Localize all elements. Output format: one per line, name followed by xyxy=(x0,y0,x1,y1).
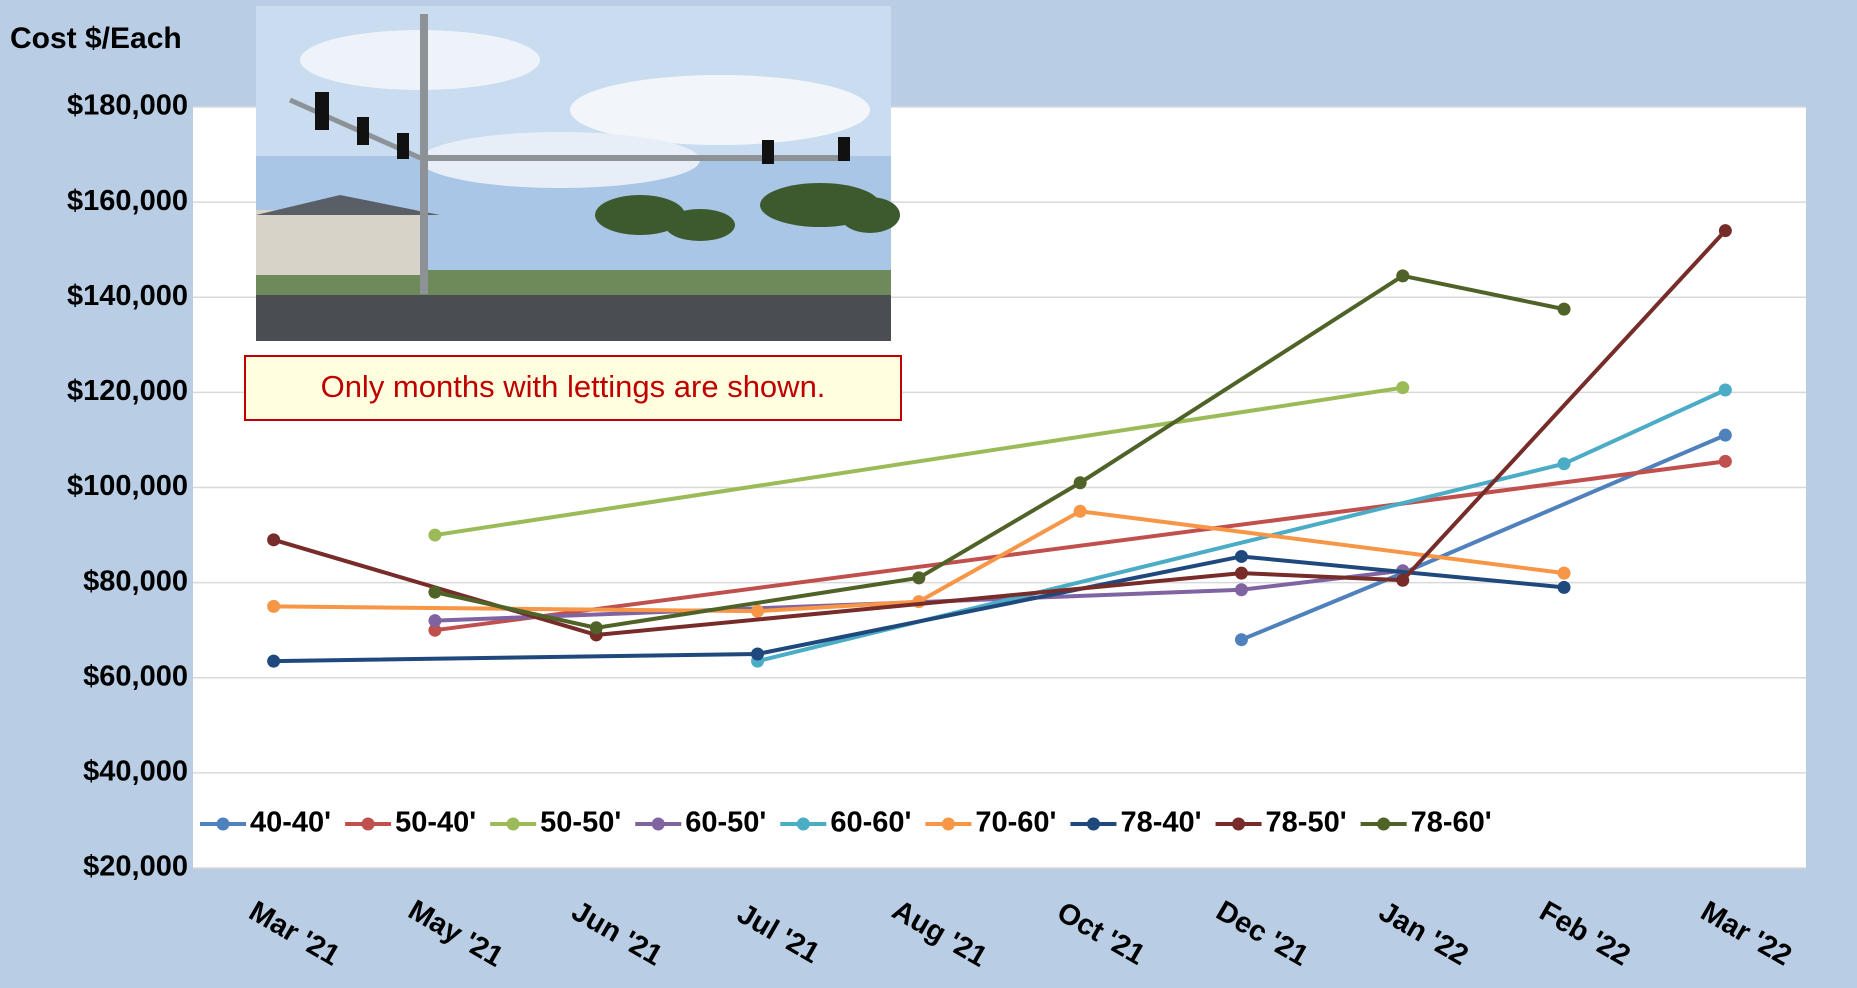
annotation: Only months with lettings are shown. xyxy=(321,369,826,404)
series-line xyxy=(434,459,1726,633)
data-point xyxy=(589,621,603,635)
series-line xyxy=(434,273,1565,630)
series-lines xyxy=(267,224,1732,668)
legend-marker xyxy=(651,817,665,831)
data-point xyxy=(1718,224,1732,238)
data-point xyxy=(1557,457,1571,471)
data-point xyxy=(1234,633,1248,647)
legend-label: 78-60' xyxy=(1411,807,1492,839)
data-point xyxy=(1557,580,1571,594)
legend-marker xyxy=(216,817,230,831)
data-point xyxy=(428,528,442,542)
legend-marker xyxy=(796,817,810,831)
y-tick-label: $100,000 xyxy=(67,470,188,502)
legend-marker xyxy=(1232,817,1246,831)
legend-label: 70-60' xyxy=(975,807,1056,839)
data-point xyxy=(428,614,442,628)
data-point xyxy=(1234,549,1248,563)
legend-marker xyxy=(361,817,375,831)
data-point xyxy=(267,654,281,668)
data-point xyxy=(1234,566,1248,580)
y-tick-label: $40,000 xyxy=(83,756,188,788)
data-point xyxy=(912,571,926,585)
data-point xyxy=(428,623,442,637)
y-tick-label: $160,000 xyxy=(67,185,188,217)
legend-label: 60-60' xyxy=(830,807,911,839)
data-point xyxy=(1073,504,1087,518)
data-point xyxy=(267,533,281,547)
legend-marker xyxy=(1377,817,1391,831)
data-point xyxy=(1718,428,1732,442)
legend-label: 50-40' xyxy=(395,807,476,839)
legend-marker xyxy=(506,817,520,831)
data-point xyxy=(1396,573,1410,587)
y-tick-label: $20,000 xyxy=(83,851,188,883)
photo xyxy=(256,6,900,341)
y-tick-label: $120,000 xyxy=(67,375,188,407)
data-point xyxy=(428,585,442,599)
legend-marker xyxy=(941,817,955,831)
legend-label: 40-40' xyxy=(250,807,331,839)
data-point xyxy=(1234,583,1248,597)
data-point xyxy=(1557,302,1571,316)
annotation-box xyxy=(244,355,902,421)
legend: 40-40' 50-40' 50-50' 60-50' 60-60' 70-60' 78-4… xyxy=(200,807,1492,839)
data-point xyxy=(751,604,765,618)
data-point xyxy=(1557,566,1571,580)
series-line xyxy=(434,385,1404,538)
legend-label: 78-50' xyxy=(1266,807,1347,839)
data-point xyxy=(1396,381,1410,395)
legend-label: 60-50' xyxy=(685,807,766,839)
data-point xyxy=(1396,269,1410,283)
y-axis-label: Cost $/Each xyxy=(10,22,182,55)
data-point xyxy=(1718,454,1732,468)
data-point xyxy=(1718,383,1732,397)
data-point xyxy=(751,647,765,661)
y-tick-label: $180,000 xyxy=(67,90,188,122)
data-point xyxy=(267,599,281,613)
legend-marker xyxy=(1086,817,1100,831)
y-tick-label: $140,000 xyxy=(67,280,188,312)
legend-label: 78-40' xyxy=(1120,807,1201,839)
data-point xyxy=(1073,476,1087,490)
series-line xyxy=(273,554,1565,664)
legend-label: 50-50' xyxy=(540,807,621,839)
y-tick-label: $60,000 xyxy=(83,660,188,692)
y-tick-label: $80,000 xyxy=(83,565,188,597)
